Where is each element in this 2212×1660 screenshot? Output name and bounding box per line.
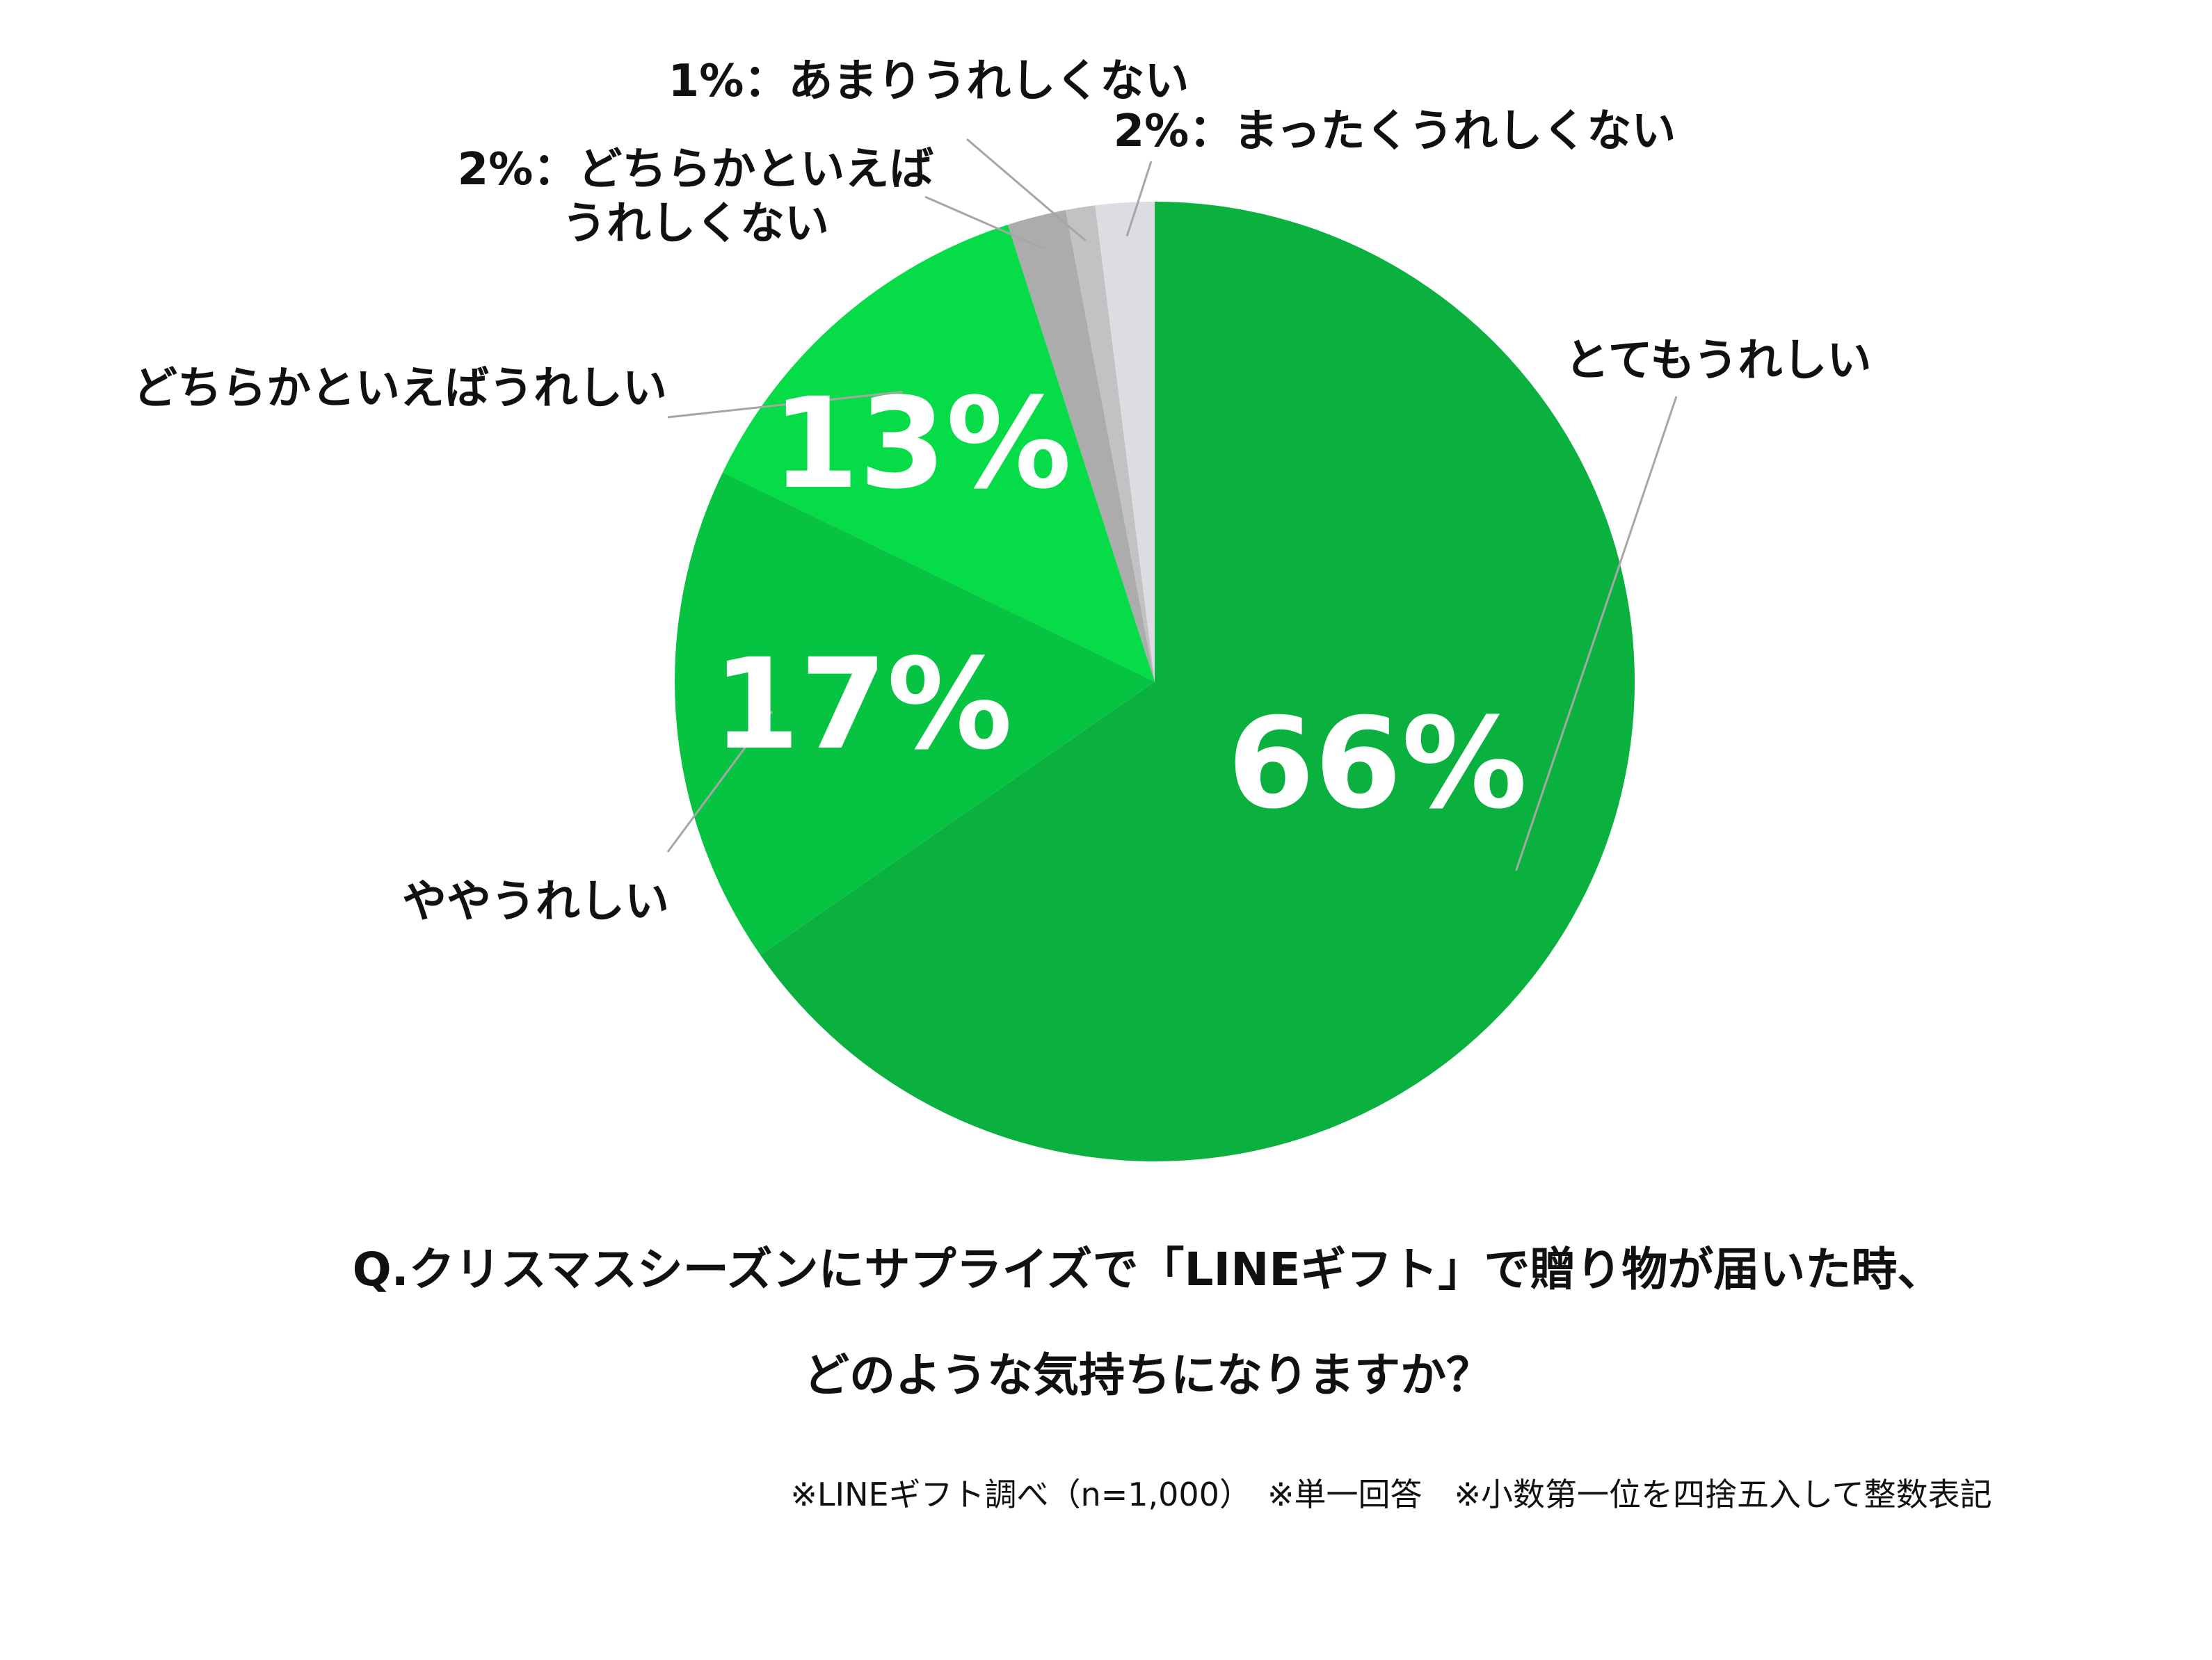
category-label-yaya: ややうれしい [402, 876, 669, 928]
category-label-dochiraka-ureshii: どちらかといえばうれしい [133, 363, 667, 414]
pie-slice-mattaku [1095, 201, 1155, 682]
leader-line-amari [966, 138, 1087, 242]
slice-value-label-yaya: 17% [713, 632, 1013, 777]
pie-slice-totemo [760, 202, 1635, 1161]
category-label-dochiraka-ureshikunai: 2%：どちらかといえばうれしくない [458, 144, 934, 250]
survey-note: ※LINEギフト調べ（n=1,000） ※単一回答 ※小数第一位を四捨五入して整… [790, 1476, 1991, 1513]
slice-value-label-totemo: 66% [1228, 691, 1528, 837]
pie-slice-yaya [675, 472, 1155, 956]
leader-lines [666, 138, 1678, 871]
slice-value-label-dochiraka-ureshii: 13% [772, 371, 1072, 517]
category-label-amari: 1%：あまりうれしくない [668, 56, 1189, 107]
leader-line-mattaku [1125, 161, 1153, 236]
category-label-totemo: とてもうれしい [1565, 335, 1872, 387]
leader-line-dochiraka-ureshii [667, 390, 904, 419]
pie-slice-dochiraka-ureshikunai [1007, 210, 1155, 682]
pie-slice-amari [1066, 205, 1155, 682]
leader-line-totemo [1515, 396, 1678, 871]
chart-title-line-1: Q.クリスマスシーズンにサプライズで「LINEギフト」で贈り物が届いた時、 [353, 1243, 1943, 1296]
chart-title-line-2: どのような気持ちになりますか？ [803, 1348, 1492, 1402]
pie-slice-dochiraka-ureshii [723, 225, 1155, 682]
category-label-mattaku: 2%：まったくうれしくない [1114, 106, 1676, 157]
leader-line-yaya [666, 711, 773, 853]
pie-slices [675, 201, 1635, 1161]
leader-line-dochiraka-ureshikunai [924, 195, 1045, 250]
